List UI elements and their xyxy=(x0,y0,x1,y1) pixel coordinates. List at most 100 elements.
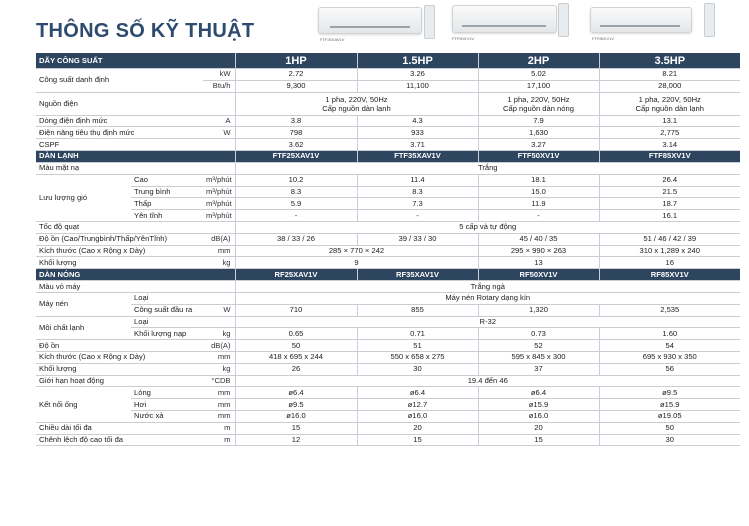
sub-label: Loại xyxy=(131,292,235,305)
unit: dB(A) xyxy=(203,339,235,352)
cell: 1 pha, 220V, 50Hz Cấp nguồn dàn lạnh xyxy=(598,92,740,116)
model: FTF50XV1V xyxy=(477,150,599,163)
row-label: Công suất danh định xyxy=(36,68,203,93)
sub-label: Loại xyxy=(131,316,235,329)
table-row: Khối lượng kg 9 13 16 xyxy=(36,256,740,270)
cell: ø15.9 xyxy=(598,398,740,411)
table-row: Môi chất lạnh Loại R-32 xyxy=(36,316,740,341)
unit: kg xyxy=(203,256,235,270)
unit: mm xyxy=(203,386,235,400)
table-row: Máy nén Loại Máy nén Rotary dạng kín xyxy=(36,292,740,317)
unit: mm xyxy=(203,245,235,258)
row-label: Màu vỏ máy xyxy=(36,280,235,293)
table-row: Btu/h 9,300 11,100 17,100 28,000 xyxy=(36,80,740,93)
cell: 2,535 xyxy=(598,304,740,317)
product-caption-1: FTF25XAV1V xyxy=(320,37,345,42)
row-label: Kết nối ống xyxy=(36,386,131,423)
unit: mm xyxy=(203,410,235,423)
cell: 30 xyxy=(356,363,478,376)
sub-label: Công suất đầu ra xyxy=(131,304,203,317)
table-row: Công suất danh định kW 2.72 3.26 5.02 8.… xyxy=(36,68,740,93)
cell: 9,300 xyxy=(234,80,357,93)
cell: - xyxy=(234,209,357,222)
cell: 10.2 xyxy=(234,174,357,187)
sub-label: Khối lượng nạp xyxy=(131,327,203,341)
cell: Máy nén Rotary dạng kín xyxy=(234,292,740,305)
cell: ø19.05 xyxy=(598,410,740,423)
row-label: Môi chất lạnh xyxy=(36,316,131,341)
unit: mm xyxy=(203,351,235,364)
header-col: 2HP xyxy=(477,53,599,69)
row-label: Chênh lệch độ cao tối đa xyxy=(36,434,203,447)
cell: 1 pha, 220V, 50Hz Cấp nguồn dàn nóng xyxy=(477,92,599,116)
cell: 1 pha, 220V, 50Hz Cấp nguồn dàn lạnh xyxy=(234,92,478,116)
sub-label: Hơi xyxy=(131,398,203,411)
cell: ø15.9 xyxy=(477,398,599,411)
table-row: Nguồn điện 1 pha, 220V, 50Hz Cấp nguồn d… xyxy=(36,92,740,116)
table-row: Thấp m³/phút 5.9 7.3 11.9 18.7 xyxy=(36,197,740,211)
cell: 1.60 xyxy=(598,327,740,341)
unit: kg xyxy=(203,327,235,341)
cell: 50 xyxy=(234,339,357,352)
cell: 13.1 xyxy=(598,115,740,128)
cell: ø6.4 xyxy=(234,386,357,400)
cell: 3.27 xyxy=(477,138,599,151)
cell: 17,100 xyxy=(477,80,599,93)
product-caption-3: FTF85XV1V xyxy=(592,36,615,41)
cell: 15 xyxy=(356,434,478,447)
table-row: Độ ồn dB(A) 50 51 52 54 xyxy=(36,339,740,352)
cell: 310 x 1,289 x 240 xyxy=(598,245,740,258)
cell: ø9.5 xyxy=(234,398,357,411)
row-label: Máy nén xyxy=(36,292,131,317)
product-caption-2: FTF50XV1V xyxy=(452,36,475,41)
table-row: CSPF 3.62 3.71 3.27 3.14 xyxy=(36,138,740,151)
cell: 28,000 xyxy=(598,80,740,93)
cell: 3.71 xyxy=(356,138,478,151)
cell: 5 cấp và tự động xyxy=(234,221,740,234)
section-label: DÀN LẠNH xyxy=(36,150,235,163)
row-label: CSPF xyxy=(36,138,235,151)
model: FTF25XAV1V xyxy=(234,150,357,163)
sub-label: Cao xyxy=(131,174,203,187)
cell: 26 xyxy=(234,363,357,376)
cell: Trắng xyxy=(234,162,740,175)
cell: 51 / 46 / 42 / 39 xyxy=(598,233,740,246)
cell: 3.14 xyxy=(598,138,740,151)
cell: 19.4 đến 46 xyxy=(234,375,740,388)
cell: 0.65 xyxy=(234,327,357,341)
unit: m³/phút xyxy=(203,209,235,222)
unit: kW xyxy=(203,68,235,81)
cell: R-32 xyxy=(234,316,740,329)
row-label: Tốc độ quạt xyxy=(36,221,235,234)
table-row: Trung bình m³/phút 8.3 8.3 15.0 21.5 xyxy=(36,186,740,199)
cell: 4.3 xyxy=(356,115,478,128)
sub-label: Trung bình xyxy=(131,186,203,199)
cell: 1,320 xyxy=(477,304,599,317)
cell: 18.7 xyxy=(598,197,740,211)
cell: 15.0 xyxy=(477,186,599,199)
cell: ø16.0 xyxy=(234,410,357,423)
cell: 20 xyxy=(477,422,599,435)
cell: 0.73 xyxy=(477,327,599,341)
cell: 3.62 xyxy=(234,138,357,151)
cell: 1,630 xyxy=(477,126,599,140)
cell: 37 xyxy=(477,363,599,376)
cell: 56 xyxy=(598,363,740,376)
cell: 8.21 xyxy=(598,68,740,81)
row-label: Điện năng tiêu thụ định mức xyxy=(36,126,203,140)
cell: 21.5 xyxy=(598,186,740,199)
table-row: Dòng điện định mức A 3.8 4.3 7.9 13.1 xyxy=(36,115,740,128)
cell: 0.71 xyxy=(356,327,478,341)
section-label: DÀN NÓNG xyxy=(36,268,235,282)
cell: 51 xyxy=(356,339,478,352)
table-row: Giới hạn hoạt động °CDB 19.4 đến 46 xyxy=(36,375,740,388)
unit: dB(A) xyxy=(203,233,235,246)
cell: - xyxy=(477,209,599,222)
cell: 595 x 845 x 300 xyxy=(477,351,599,364)
sub-label: Thấp xyxy=(131,197,203,211)
cell: 20 xyxy=(356,422,478,435)
cell: ø6.4 xyxy=(356,386,478,400)
cell: 12 xyxy=(234,434,357,447)
cell: 5.02 xyxy=(477,68,599,81)
model: FTF85XV1V xyxy=(598,150,740,163)
